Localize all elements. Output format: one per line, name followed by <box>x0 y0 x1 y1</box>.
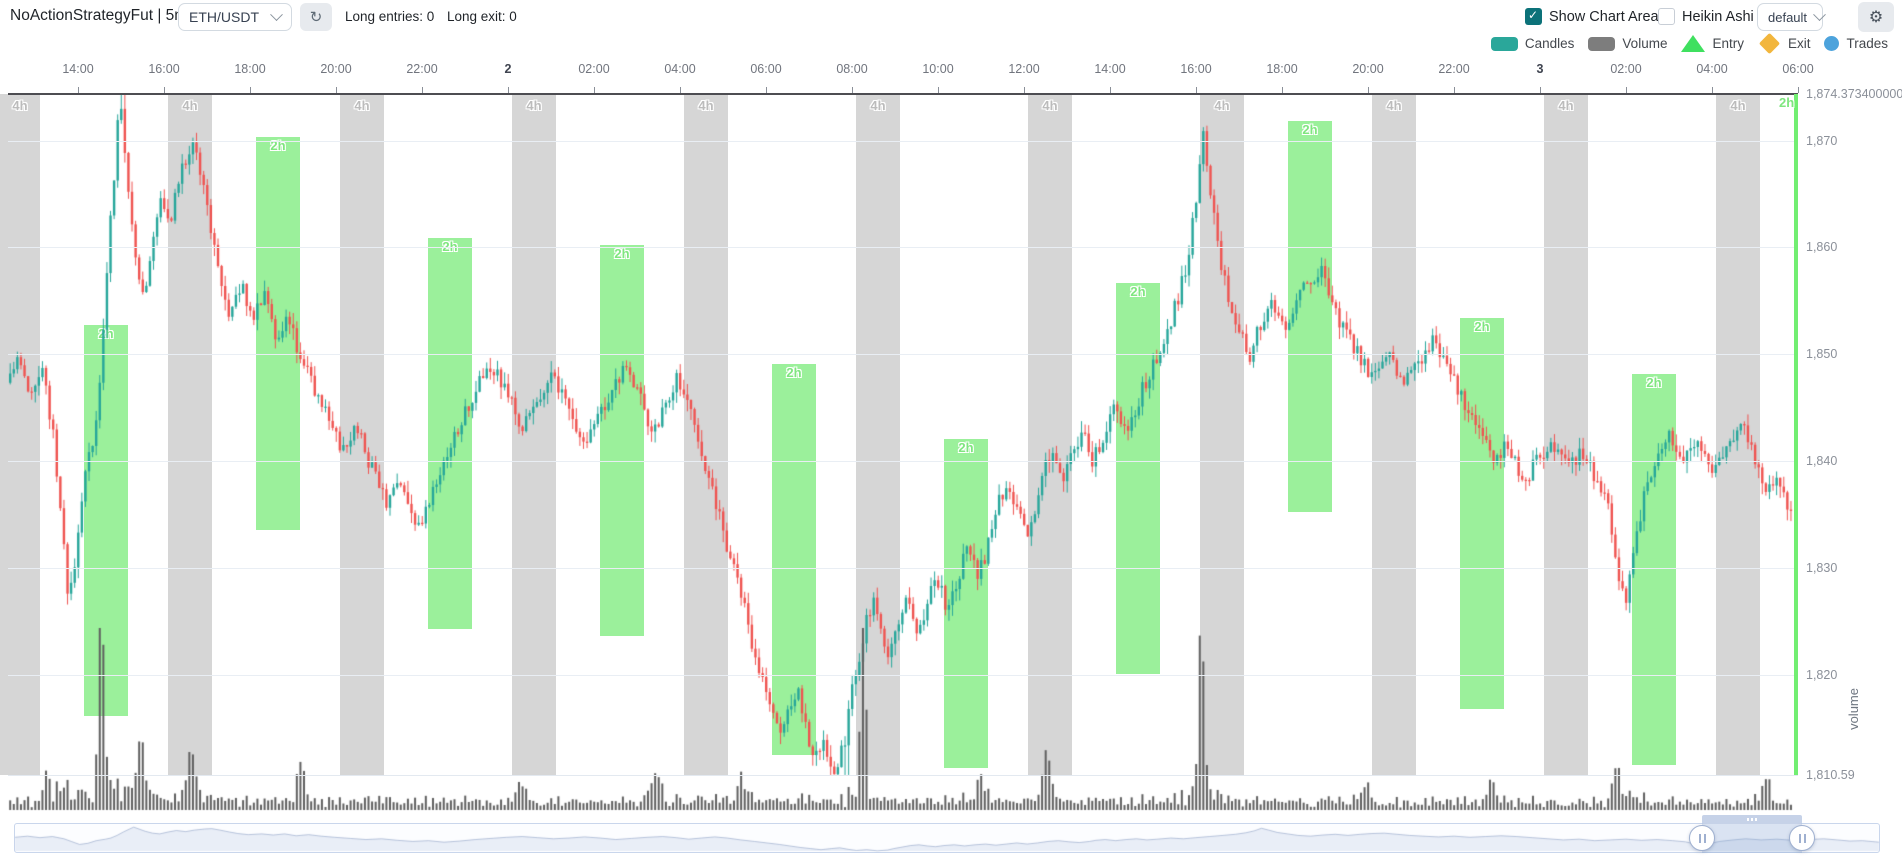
x-axis-tick-label: 14:00 <box>62 62 94 76</box>
x-axis-tick-label: 20:00 <box>1352 62 1384 76</box>
x-axis-tick-label: 20:00 <box>320 62 352 76</box>
y-axis-tick-label: 1,850 <box>1806 347 1838 362</box>
x-axis-tick-label: 04:00 <box>664 62 696 76</box>
x-axis-tick-label: 18:00 <box>234 62 266 76</box>
volume-axis-title: volume <box>1846 688 1861 730</box>
gridline <box>8 354 1798 355</box>
x-axis-tick-label: 06:00 <box>1782 62 1814 76</box>
y-axis-tick-label: 1,840 <box>1806 453 1838 468</box>
x-axis-tick-label: 08:00 <box>836 62 868 76</box>
y-axis-tick-label: 1,830 <box>1806 560 1838 575</box>
y-axis-tick-label: 1,870 <box>1806 133 1838 148</box>
gridline <box>8 461 1798 462</box>
gridline <box>8 141 1798 142</box>
x-axis-tick-label: 02:00 <box>1610 62 1642 76</box>
datazoom-left-handle[interactable] <box>1689 825 1715 851</box>
current-2h-area-line <box>1794 94 1798 775</box>
x-axis-tick-label: 14:00 <box>1094 62 1126 76</box>
gridline <box>8 568 1798 569</box>
y-axis-tick-label: 1,860 <box>1806 240 1838 255</box>
x-axis-line <box>8 93 1798 95</box>
x-axis-tick-label: 06:00 <box>750 62 782 76</box>
x-axis-tick-label: 02:00 <box>578 62 610 76</box>
x-axis-tick-label: 22:00 <box>1438 62 1470 76</box>
x-axis-tick-label: 22:00 <box>406 62 438 76</box>
gridline <box>8 675 1798 676</box>
x-axis-tick-label: 12:00 <box>1008 62 1040 76</box>
price-min-label: 1,810.59 <box>1806 768 1855 782</box>
price-max-label: 1,874.373400000 <box>1806 87 1902 101</box>
x-axis-tick-label: 2 <box>504 62 512 76</box>
gridline <box>8 247 1798 248</box>
x-axis-tick-label: 04:00 <box>1696 62 1728 76</box>
x-axis-tick-label: 16:00 <box>1180 62 1212 76</box>
volume-pane-separator <box>8 775 1798 776</box>
datazoom-window[interactable] <box>1702 823 1802 853</box>
x-axis-tick-label: 18:00 <box>1266 62 1298 76</box>
y-axis-tick-label: 1,820 <box>1806 667 1838 682</box>
current-2h-area-label: 2h <box>1779 95 1795 110</box>
datazoom-grip[interactable] <box>1702 815 1802 824</box>
datazoom-track[interactable] <box>14 823 1880 853</box>
x-axis-tick-label: 3 <box>1536 62 1544 76</box>
x-axis-tick-label: 10:00 <box>922 62 954 76</box>
x-axis-tick <box>1798 87 1799 93</box>
datazoom-right-handle[interactable] <box>1789 825 1815 851</box>
x-axis-tick-label: 16:00 <box>148 62 180 76</box>
